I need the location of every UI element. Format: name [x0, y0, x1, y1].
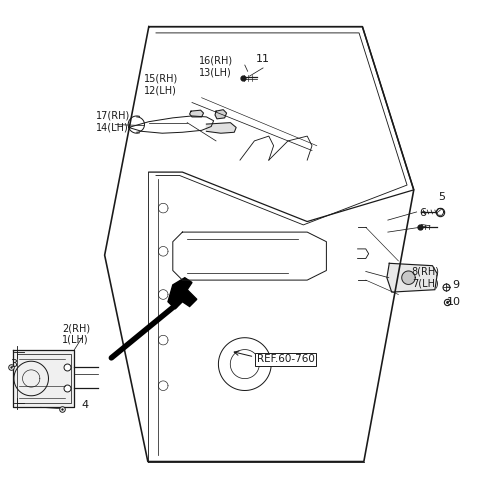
Polygon shape [387, 263, 437, 292]
Text: 10: 10 [446, 297, 461, 307]
Text: 6: 6 [419, 208, 426, 218]
Polygon shape [206, 123, 236, 133]
Text: 16(RH)
13(LH): 16(RH) 13(LH) [199, 56, 233, 77]
Polygon shape [13, 350, 74, 407]
Text: 15(RH)
12(LH): 15(RH) 12(LH) [144, 73, 178, 95]
Text: 11: 11 [256, 54, 270, 64]
Text: 9: 9 [453, 280, 459, 290]
Text: 8(RH)
7(LH): 8(RH) 7(LH) [412, 267, 440, 288]
Polygon shape [190, 110, 204, 117]
Text: 4: 4 [82, 400, 89, 410]
Text: 17(RH)
14(LH): 17(RH) 14(LH) [96, 111, 130, 133]
Polygon shape [168, 278, 197, 309]
Text: 2(RH)
1(LH): 2(RH) 1(LH) [62, 323, 91, 345]
Polygon shape [402, 271, 415, 284]
Text: REF.60-760: REF.60-760 [257, 354, 315, 364]
Text: 5: 5 [438, 192, 445, 202]
Polygon shape [215, 110, 227, 119]
Text: 3: 3 [10, 359, 17, 369]
